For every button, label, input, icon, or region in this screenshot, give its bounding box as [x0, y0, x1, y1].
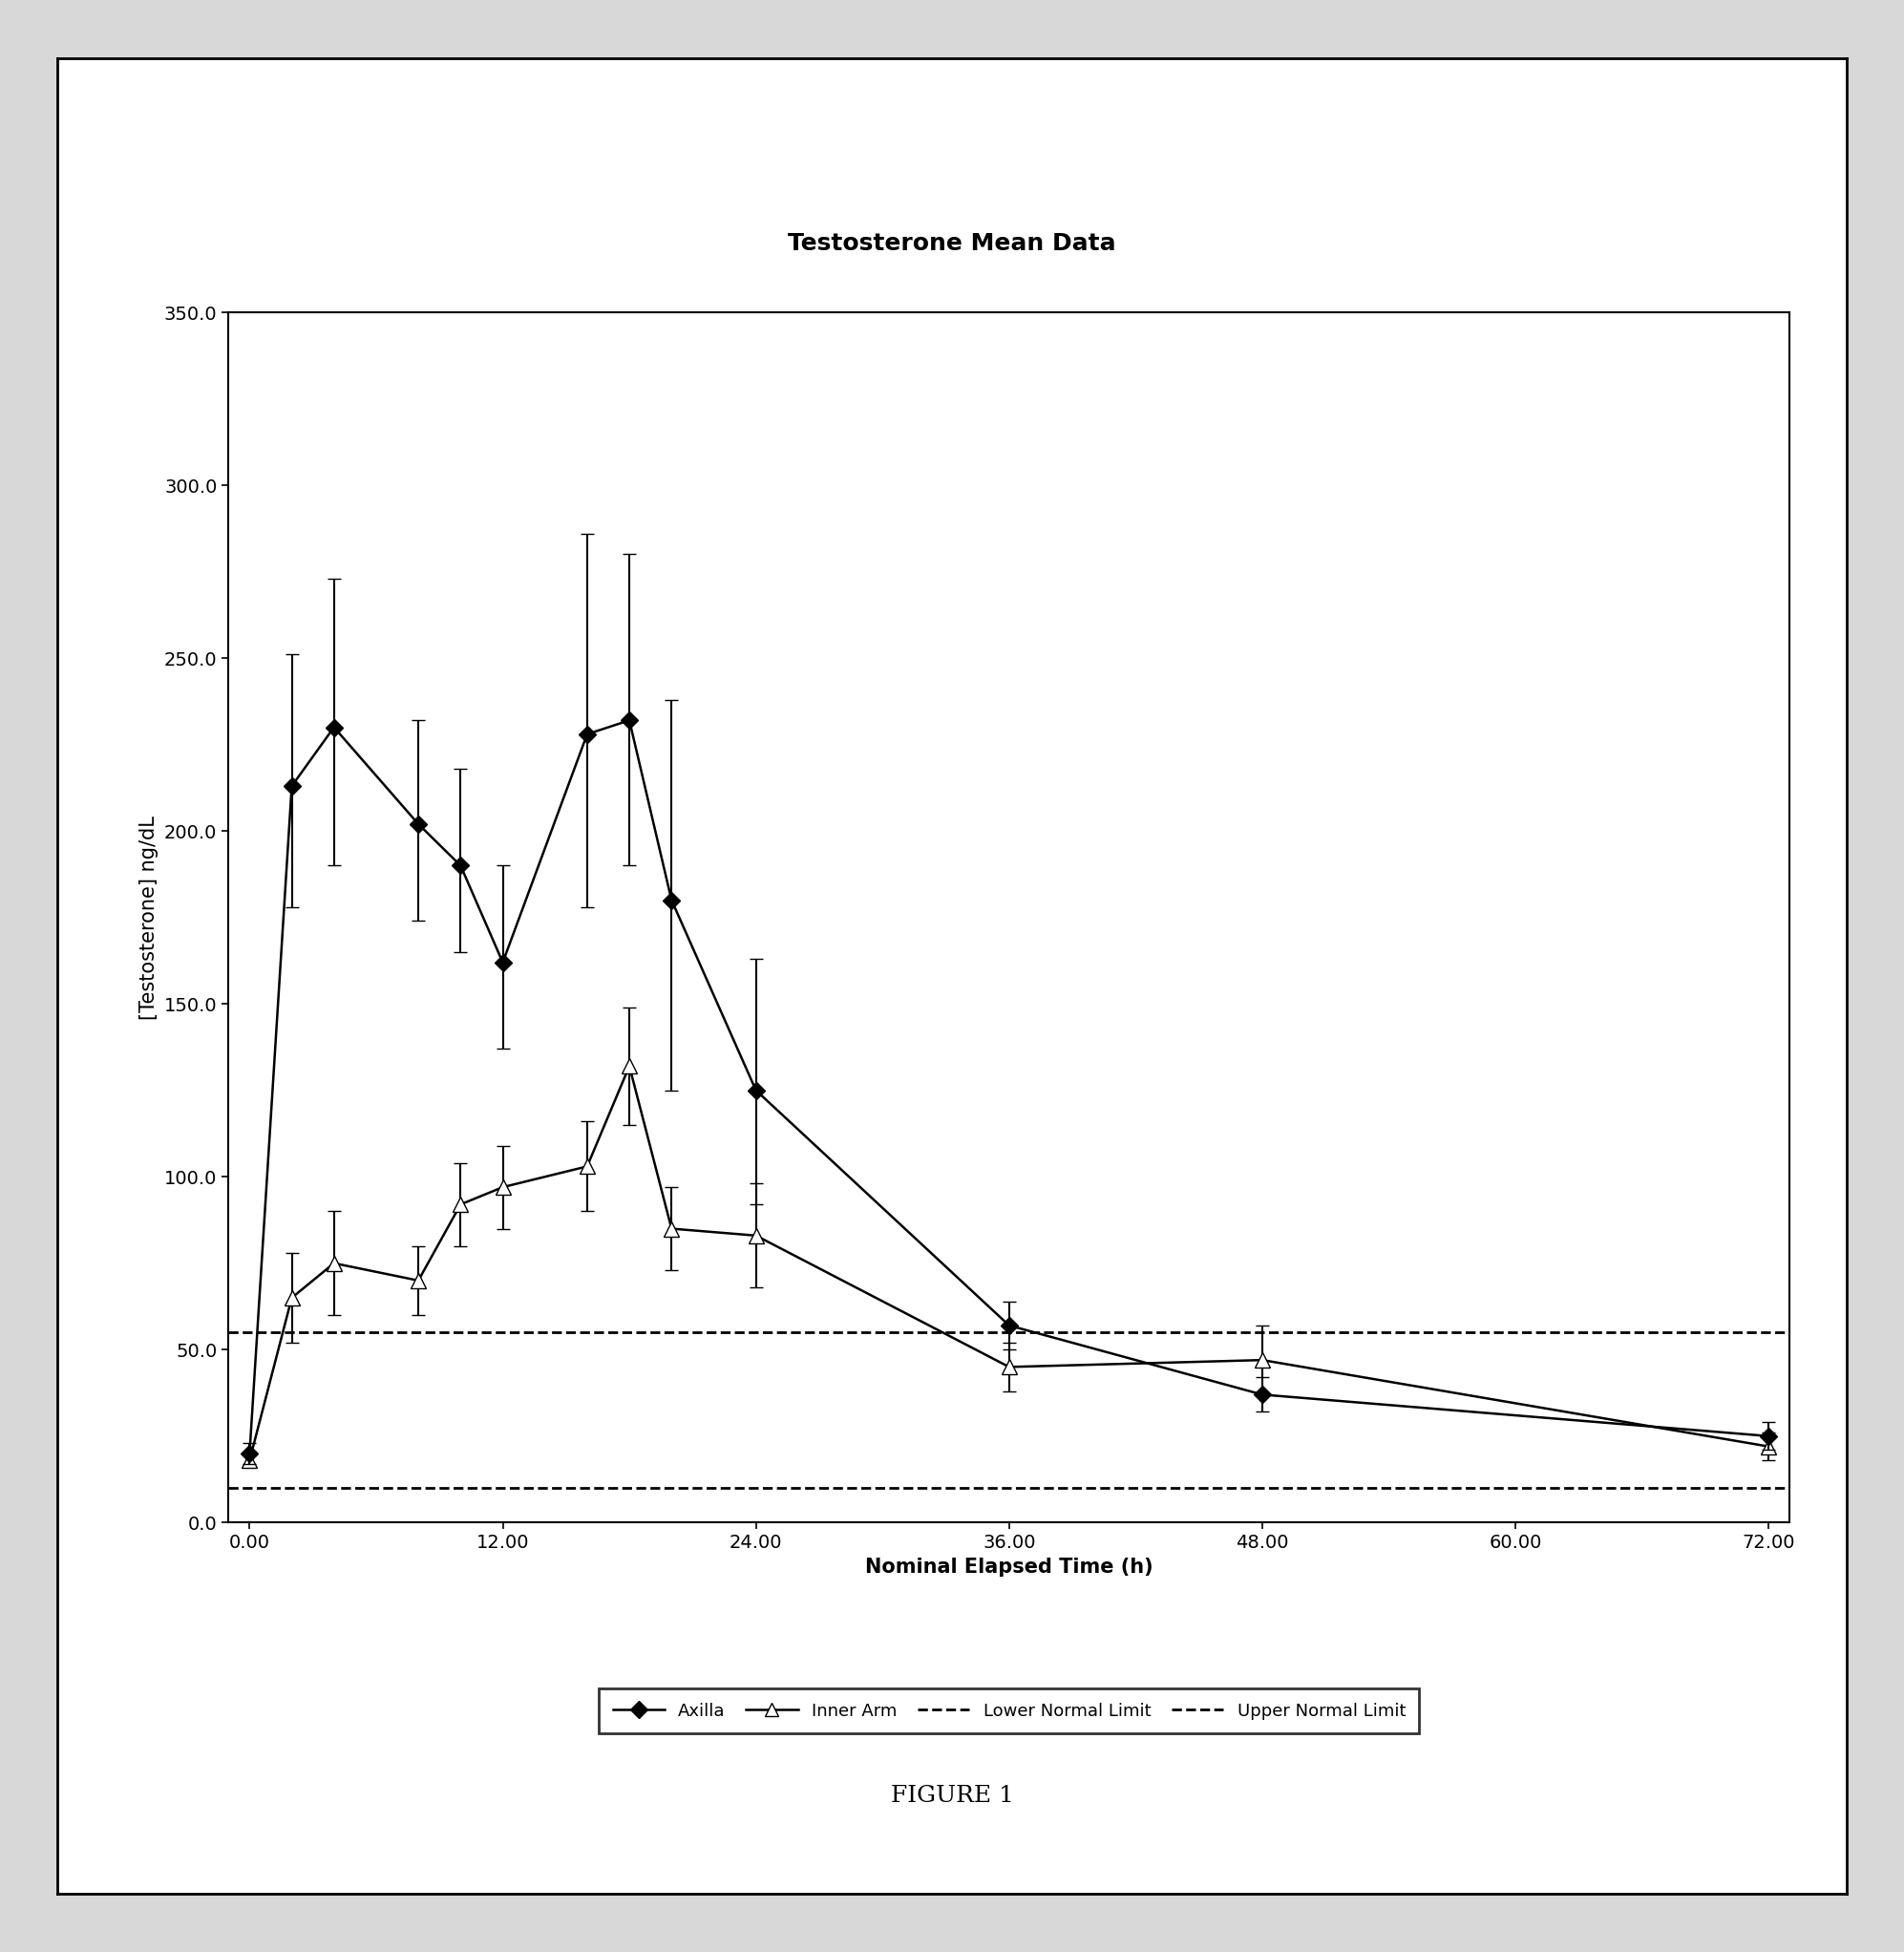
Y-axis label: [Testosterone] ng/dL: [Testosterone] ng/dL: [139, 816, 158, 1019]
Lower Normal Limit: [238, 1476, 261, 1499]
Legend: Axilla, Inner Arm, Lower Normal Limit, Upper Normal Limit: Axilla, Inner Arm, Lower Normal Limit, U…: [600, 1688, 1418, 1733]
Upper Normal Limit: [259, 1322, 282, 1345]
X-axis label: Nominal Elapsed Time (h): Nominal Elapsed Time (h): [864, 1558, 1154, 1577]
Text: Testosterone Mean Data: Testosterone Mean Data: [788, 232, 1116, 256]
Text: FIGURE 1: FIGURE 1: [891, 1784, 1013, 1808]
Upper Normal Limit: [238, 1322, 261, 1345]
Lower Normal Limit: [259, 1476, 282, 1499]
